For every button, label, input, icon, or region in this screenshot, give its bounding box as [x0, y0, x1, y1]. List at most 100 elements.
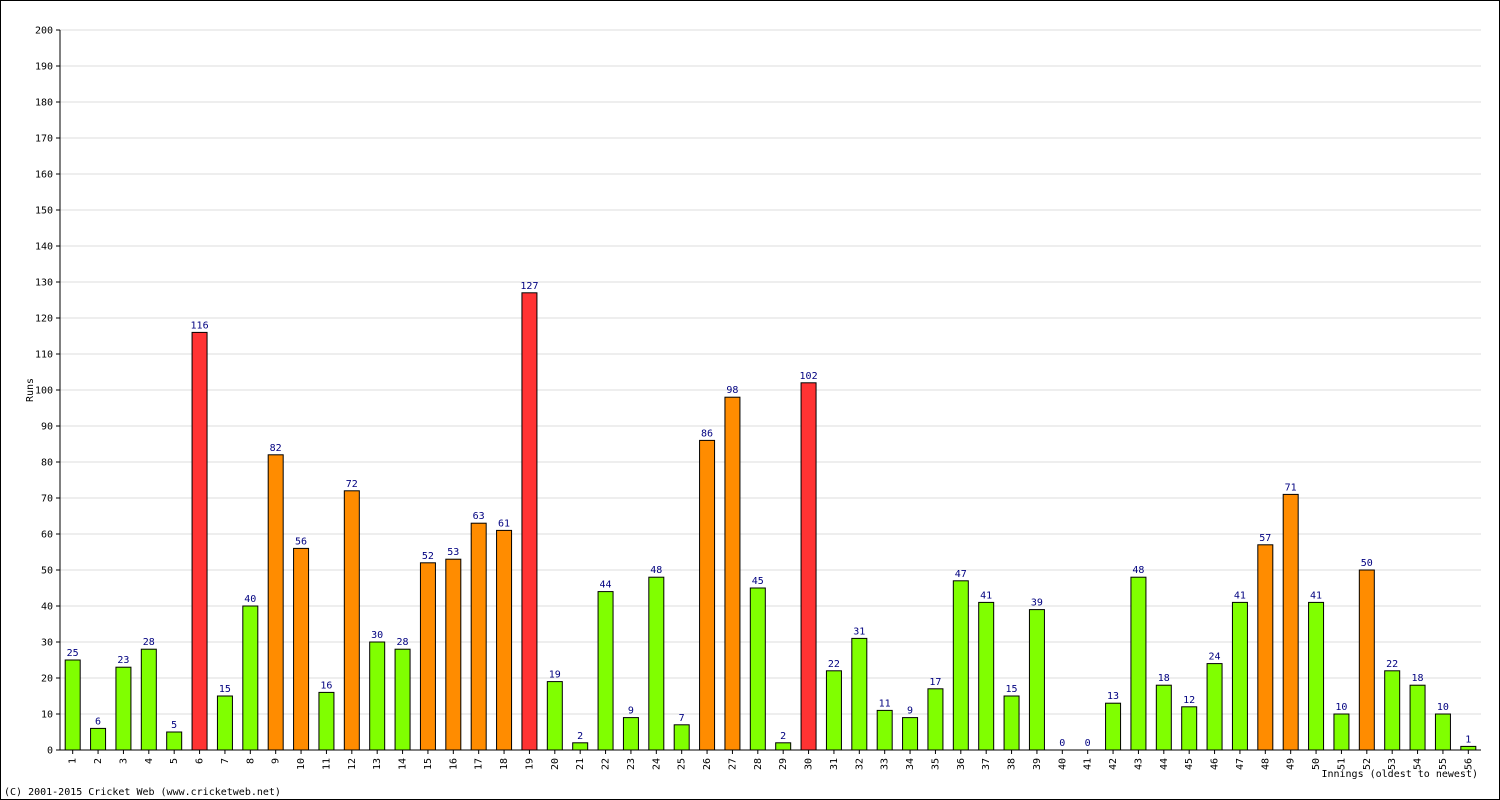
bar	[394, 648, 411, 751]
value-label: 63	[473, 511, 485, 522]
x-tick-label: 30	[804, 758, 815, 770]
x-tick-label: 38	[1007, 758, 1018, 770]
bar	[952, 580, 969, 751]
value-label: 127	[520, 281, 538, 292]
x-tick-label: 55	[1438, 758, 1449, 770]
value-label: 1	[1465, 734, 1471, 745]
x-tick-label: 54	[1413, 758, 1424, 770]
x-tick-label: 6	[195, 758, 206, 764]
bar	[902, 717, 919, 751]
x-tick-label: 56	[1463, 758, 1474, 770]
y-tick-label: 30	[41, 638, 53, 649]
bar	[64, 659, 81, 751]
bar	[90, 727, 107, 751]
x-tick-label: 26	[702, 758, 713, 770]
value-label: 10	[1437, 702, 1449, 713]
value-label: 28	[397, 637, 409, 648]
value-label: 12	[1183, 695, 1195, 706]
value-label: 72	[346, 479, 358, 490]
bar	[1181, 706, 1198, 751]
bar	[419, 562, 436, 751]
bar	[775, 742, 792, 751]
y-tick-label: 200	[35, 26, 53, 37]
x-tick-label: 7	[220, 758, 231, 764]
value-label: 41	[980, 590, 992, 601]
x-tick-label: 25	[677, 758, 688, 770]
y-tick-label: 90	[41, 422, 53, 433]
bar	[470, 522, 487, 751]
value-label: 40	[244, 594, 256, 605]
value-label: 23	[117, 655, 129, 666]
value-label: 15	[1006, 684, 1018, 695]
value-label: 18	[1158, 673, 1170, 684]
footer: (C) 2001-2015 Cricket Web (www.cricketwe…	[4, 787, 281, 798]
x-tick-label: 2	[93, 758, 104, 764]
value-label: 10	[1335, 702, 1347, 713]
bar	[216, 695, 233, 751]
bar	[699, 439, 716, 751]
bar	[1155, 684, 1172, 751]
value-label: 9	[907, 706, 913, 717]
y-tick-label: 170	[35, 134, 53, 145]
bar	[597, 591, 614, 751]
x-tick-label: 1	[68, 758, 79, 764]
value-label: 15	[219, 684, 231, 695]
value-label: 48	[650, 565, 662, 576]
bar	[622, 717, 639, 751]
x-tick-label: 48	[1260, 758, 1271, 770]
x-tick-label: 29	[778, 758, 789, 770]
y-tick-label: 180	[35, 98, 53, 109]
x-tick-label: 52	[1362, 758, 1373, 770]
bar	[1384, 670, 1401, 751]
bar	[166, 731, 183, 751]
y-tick-label: 150	[35, 206, 53, 217]
x-tick-label: 35	[930, 758, 941, 770]
bar	[1105, 702, 1122, 751]
value-label: 17	[929, 677, 941, 688]
x-tick-label: 42	[1108, 758, 1119, 770]
value-label: 102	[800, 371, 818, 382]
value-label: 5	[171, 720, 177, 731]
y-tick-label: 50	[41, 566, 53, 577]
value-label: 6	[95, 716, 101, 727]
bar	[1333, 713, 1350, 751]
value-label: 22	[1386, 659, 1398, 670]
y-tick-label: 160	[35, 170, 53, 181]
x-tick-label: 15	[423, 758, 434, 770]
x-tick-label: 19	[524, 758, 535, 770]
value-label: 98	[726, 385, 738, 396]
bar	[445, 558, 462, 751]
y-tick-label: 60	[41, 530, 53, 541]
x-tick-label: 16	[448, 758, 459, 770]
bar	[800, 382, 817, 751]
value-label: 24	[1209, 652, 1221, 663]
value-label: 31	[853, 626, 865, 637]
value-label: 47	[955, 569, 967, 580]
bar	[369, 641, 386, 751]
y-tick-label: 130	[35, 278, 53, 289]
y-tick-label: 190	[35, 62, 53, 73]
x-tick-label: 17	[474, 758, 485, 770]
x-tick-label: 33	[880, 758, 891, 770]
bar	[1460, 745, 1477, 751]
x-tick-label: 44	[1159, 758, 1170, 770]
bar	[1434, 713, 1451, 751]
value-label: 50	[1361, 558, 1373, 569]
x-tick-label: 21	[575, 758, 586, 770]
x-tick-label: 11	[321, 758, 332, 770]
bar	[293, 547, 310, 751]
value-label: 41	[1310, 590, 1322, 601]
bar	[724, 396, 741, 751]
value-label: 0	[1085, 738, 1091, 749]
x-tick-label: 51	[1336, 758, 1347, 770]
x-tick-label: 49	[1286, 758, 1297, 770]
y-tick-label: 140	[35, 242, 53, 253]
bar	[1130, 576, 1147, 751]
value-label: 25	[67, 648, 79, 659]
bar	[927, 688, 944, 751]
value-label: 86	[701, 428, 713, 439]
value-label: 18	[1412, 673, 1424, 684]
x-tick-label: 31	[829, 758, 840, 770]
value-label: 57	[1259, 533, 1271, 544]
